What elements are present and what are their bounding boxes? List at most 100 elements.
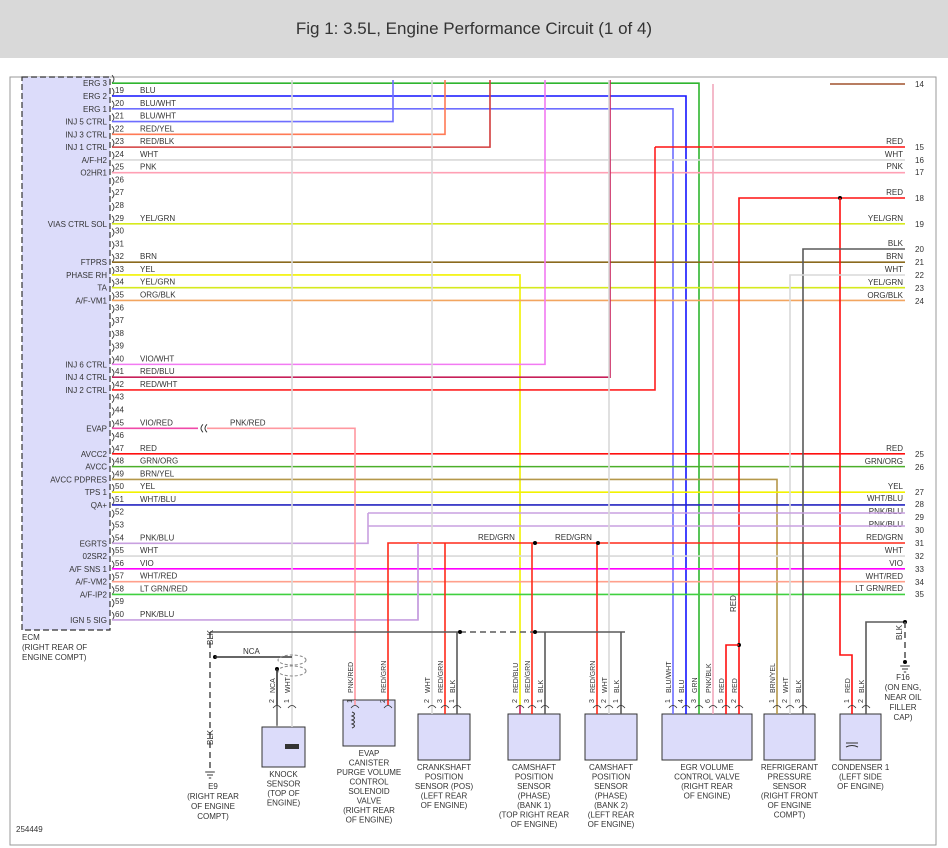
right-terminal-wire-label: ORG/BLK [867, 291, 903, 300]
ecm-pin-number: 45 [115, 418, 124, 427]
ecm-pin-number: 59 [115, 597, 124, 606]
ecm-wire-color-label: YEL/GRN [140, 278, 175, 287]
component-pin-wire-label: WHT [285, 676, 292, 693]
component-pin-wire-label: PNK/BLK [706, 663, 713, 693]
right-terminal-wire-label: GRN/ORG [865, 457, 903, 466]
ecm-pin-number: 19 [115, 86, 124, 95]
evap-canister-purge-valve-body [342, 699, 396, 747]
right-terminal-number: 15 [915, 143, 924, 152]
condenser-1 [839, 713, 882, 761]
pin-terminal-icon [616, 705, 626, 709]
component-pin-number: 2 [858, 699, 865, 703]
ecm-label: (RIGHT REAR OF [22, 643, 87, 652]
camshaft-sensor-bank1-label: POSITION [515, 773, 553, 782]
evap-canister-purge-valve-label: CANISTER [349, 759, 390, 768]
inline-connector-icon [200, 423, 208, 433]
ground-label-f16: FILLER [889, 703, 916, 712]
ground-icon [900, 665, 910, 673]
solenoid-coil-icon [350, 711, 355, 729]
ecm-pin-number: 47 [115, 444, 124, 453]
ecm-wire-color-label: RED [140, 444, 157, 453]
ecm-pin-number: 53 [115, 521, 124, 530]
ecm-pin-number: 58 [115, 584, 124, 593]
ground-label-e9: E9 [208, 782, 218, 791]
wire-color-label: RED [729, 595, 738, 612]
refrigerant-pressure-sensor-label: COMPT) [774, 811, 806, 820]
connector-terminal-icon [111, 432, 115, 442]
ground-label-f16: F16 [896, 673, 910, 682]
ground-icon [205, 771, 215, 779]
ecm-wire-color-label: BLU [140, 86, 156, 95]
wire-pin-22 [112, 80, 446, 136]
ecm-wire-color-label: YEL [140, 265, 156, 274]
ground-label-f16: NEAR OIL [884, 693, 922, 702]
ecm-pin-number: 48 [115, 457, 124, 466]
component-pin-wire-label: BLU/WHT [666, 661, 673, 693]
right-terminal-wire-label: RED/GRN [866, 533, 903, 542]
right-terminal-wire-label: WHT/BLU [867, 494, 903, 503]
ecm-wire-color-label: RED/BLU [140, 367, 175, 376]
ecm-pin-number: 22 [115, 124, 124, 133]
right-terminal-number: 16 [915, 156, 924, 165]
ecm-pin-number: 49 [115, 469, 124, 478]
pin-terminal-icon [540, 705, 550, 709]
right-terminal-number: 30 [915, 526, 924, 535]
ecm-pin-number: 37 [115, 316, 124, 325]
pin-terminal-icon [668, 705, 678, 709]
splice-dot [533, 541, 537, 545]
ecm-wire-color-label: YEL [140, 482, 156, 491]
right-terminal-number: 14 [915, 80, 924, 89]
pin-terminal-icon [527, 705, 537, 709]
ecm-pin-name: A/F-VM2 [75, 578, 107, 587]
component-pin-number: 2 [424, 699, 431, 703]
evap-canister-purge-valve-label: OF ENGINE) [346, 816, 393, 825]
ecm-pin-name: IGN 5 SIG [70, 616, 107, 625]
component-pin-number: 2 [731, 699, 738, 703]
ecm-pin-number: 20 [115, 99, 124, 108]
component-pin-number: 2 [512, 699, 519, 703]
ecm-pin-number: 26 [115, 175, 124, 184]
ecm-pin-name: INJ 1 CTRL [65, 143, 107, 152]
ecm-pin-number: 55 [115, 546, 124, 555]
ecm-wire-color-label: WHT [140, 546, 158, 555]
right-terminal-wire-label: YEL [888, 482, 904, 491]
connector-terminal-icon [111, 522, 115, 531]
connector-terminal-icon [111, 202, 115, 212]
component-pin-wire-label: RED [719, 678, 726, 693]
wire-color-label: BLK [206, 729, 215, 745]
ecm-pin-number: 44 [115, 406, 124, 415]
camshaft-sensor-bank1 [507, 713, 561, 761]
camshaft-sensor-bank2-label: (PHASE) [595, 792, 628, 801]
ecm-pin-number: 28 [115, 201, 124, 210]
ecm-pin-number: 29 [115, 214, 124, 223]
camshaft-sensor-bank1-label: (BANK 1) [517, 801, 551, 810]
connector-terminal-icon [111, 164, 115, 173]
ecm-label: ENGINE COMPT) [22, 653, 87, 662]
knock-sensor-label: KNOCK [269, 770, 298, 779]
ecm-wire-color-label: RED/BLK [140, 137, 175, 146]
component-pin-number: 4 [678, 699, 685, 703]
egr-volume-control-valve-body [661, 713, 753, 761]
right-terminal-number: 35 [915, 590, 924, 599]
ecm-pin-number: 25 [115, 163, 124, 172]
pin-terminal-icon [772, 705, 782, 709]
camshaft-sensor-bank1-label: OF ENGINE) [511, 820, 558, 829]
wire-pin-40 [112, 80, 546, 366]
pin-terminal-icon [515, 705, 525, 709]
wire-condenser-red [839, 198, 853, 705]
right-terminal-number: 17 [915, 168, 924, 177]
refrigerant-pressure-sensor [763, 713, 816, 761]
right-terminal-wire-label: WHT [885, 265, 903, 274]
ecm-wire-color-label: ORG/BLK [140, 290, 176, 299]
right-terminal-number: 25 [915, 450, 924, 459]
ground-label-e9: (RIGHT REAR [187, 792, 239, 801]
pin-terminal-icon [798, 705, 808, 709]
camshaft-sensor-bank1-label: (PHASE) [518, 792, 551, 801]
figure-number: 254449 [16, 825, 43, 834]
ecm-wire-color-label: VIO/WHT [140, 354, 174, 363]
diagram-frame [9, 76, 937, 846]
right-terminal-wire-label: RED [886, 444, 903, 453]
splice-dot [533, 630, 537, 634]
component-pin-wire-label: NCA [270, 678, 277, 693]
pin-terminal-icon [861, 705, 871, 709]
